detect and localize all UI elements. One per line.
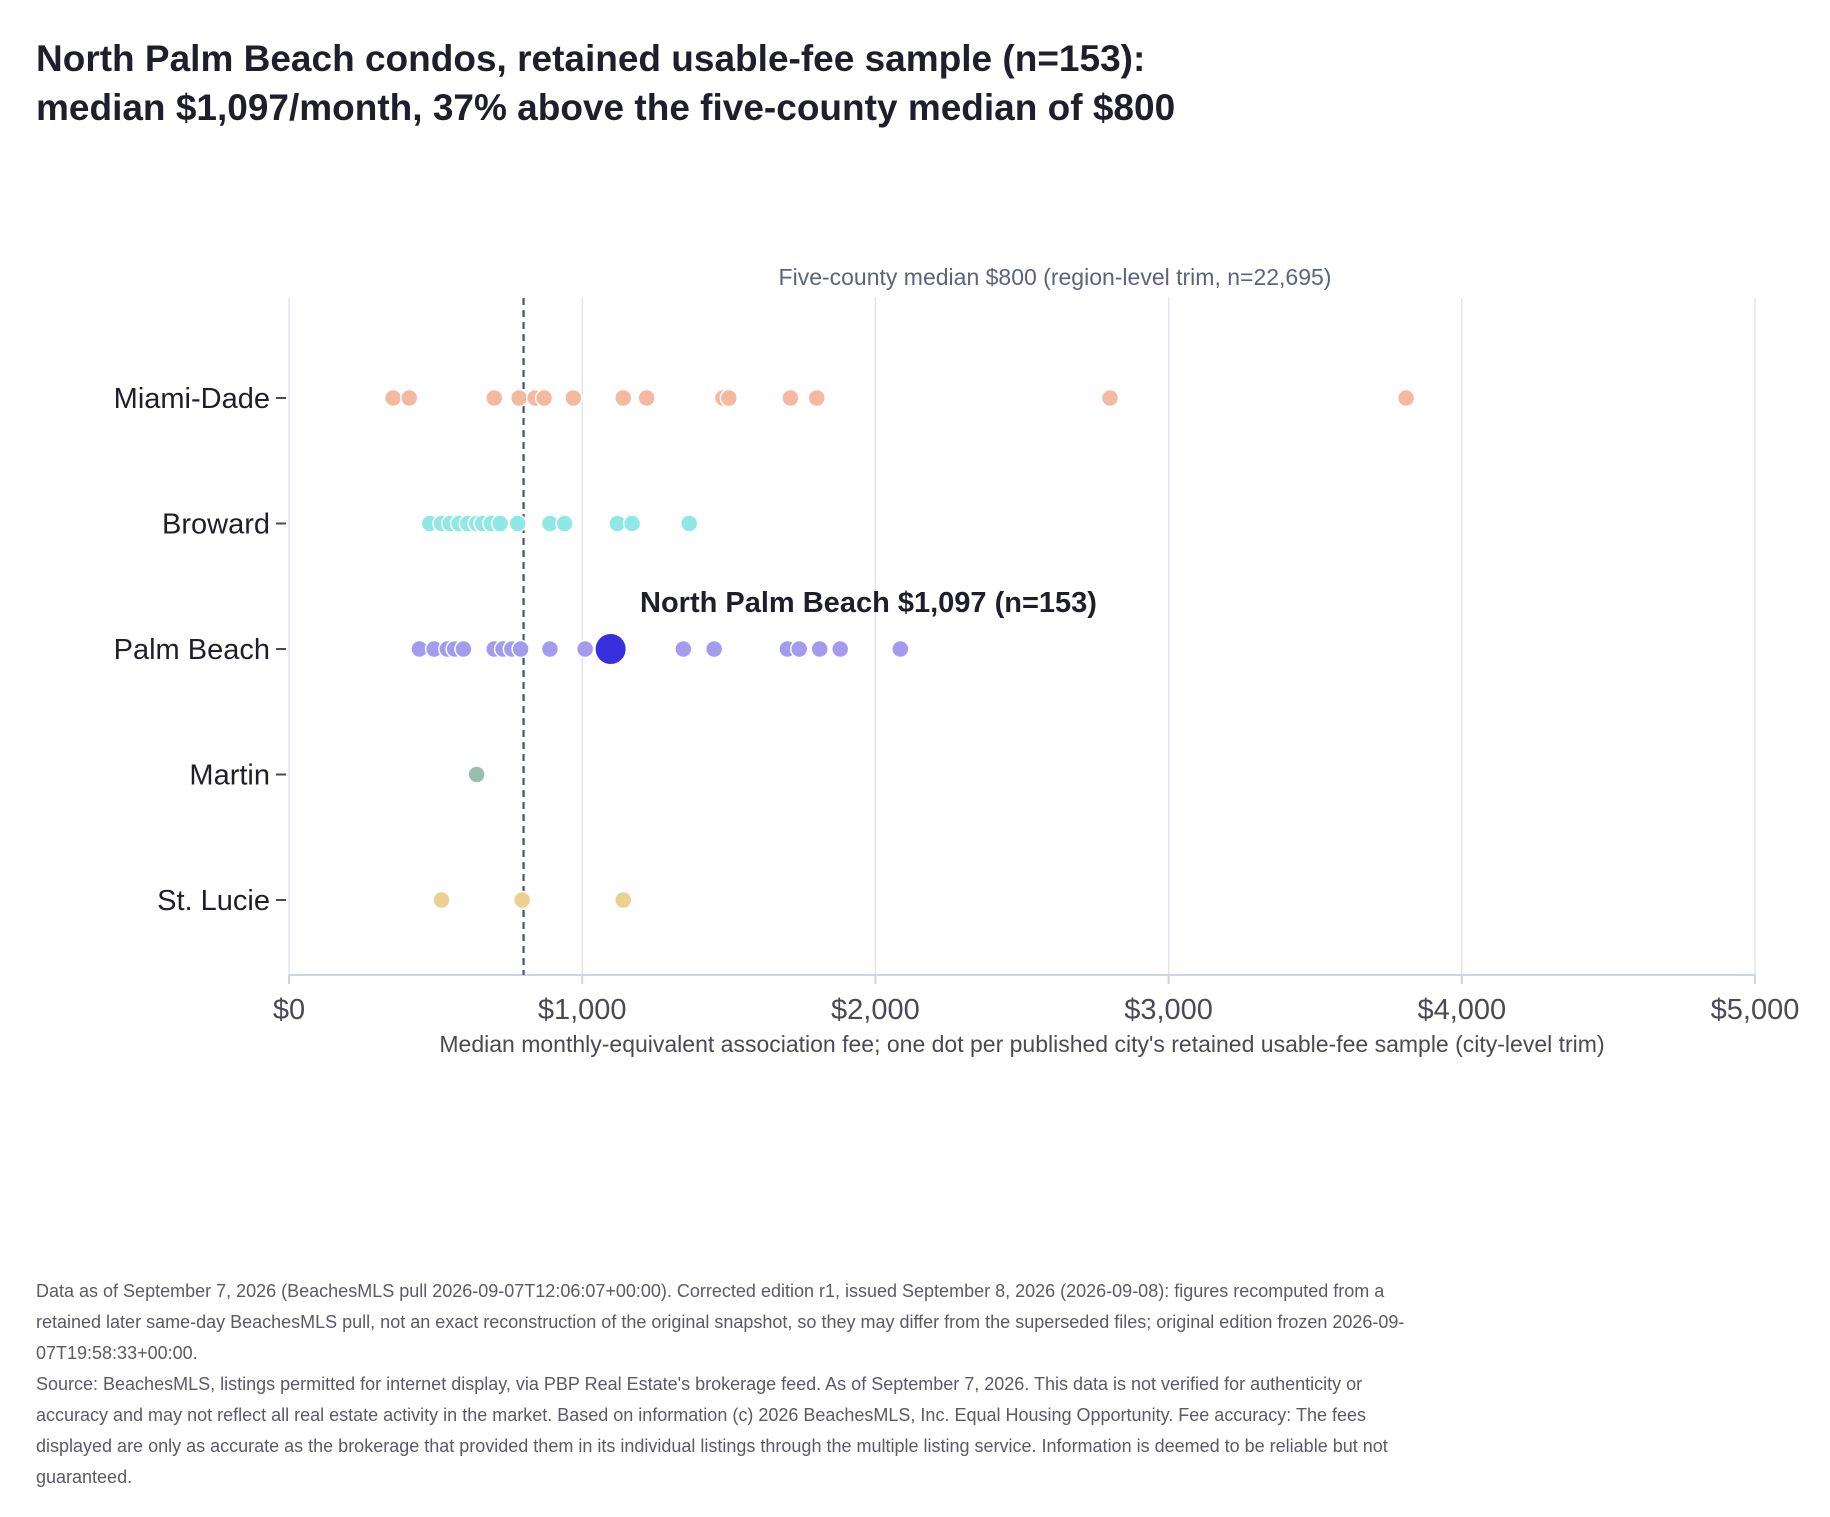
data-point — [555, 514, 574, 533]
data-point — [789, 639, 809, 659]
data-point — [613, 388, 633, 408]
data-point — [432, 890, 451, 910]
data-point — [674, 639, 693, 659]
data-point — [383, 388, 403, 408]
data-point — [613, 890, 633, 910]
chart-title: North Palm Beach condos, retained usable… — [36, 34, 1736, 132]
y-category-label: St. Lucie — [157, 885, 270, 917]
x-tick-label: $5,000 — [1711, 994, 1800, 1026]
data-point — [540, 639, 560, 659]
highlight-point — [593, 632, 628, 666]
x-tick-label: $1,000 — [538, 994, 627, 1026]
x-tick-label: $3,000 — [1124, 994, 1213, 1026]
data-point — [508, 514, 527, 533]
data-point — [575, 639, 595, 659]
data-point — [719, 388, 739, 408]
data-point — [1396, 388, 1416, 408]
x-tick-label: $4,000 — [1417, 994, 1506, 1026]
data-point — [704, 639, 724, 659]
y-category-label: Martin — [189, 760, 270, 792]
data-point — [484, 388, 504, 408]
y-category-label: Miami-Dade — [114, 383, 270, 415]
footer-notes: Data as of September 7, 2026 (BeachesMLS… — [36, 1276, 1416, 1493]
strip-chart: $0 $1,000 $2,000 $3,000 $4,000 $5,000 Median m… — [114, 264, 1800, 1057]
data-point — [810, 639, 829, 659]
gridlines — [288, 298, 1756, 975]
data-note: Data as of September 7, 2026 (BeachesMLS… — [36, 1281, 1405, 1363]
source-note: Source: BeachesMLS, listings permitted f… — [36, 1374, 1388, 1487]
data-point — [512, 890, 532, 910]
data-point — [509, 388, 529, 408]
data-point — [781, 388, 800, 408]
data-points — [383, 388, 1416, 910]
y-category-label: Broward — [162, 509, 270, 541]
data-point — [830, 639, 850, 659]
chart-title-line-1: North Palm Beach condos, retained usable… — [36, 38, 1146, 79]
data-point — [399, 388, 419, 408]
data-point — [1100, 388, 1120, 408]
chart-title-line-2: median $1,097/month, 37% above the five-… — [36, 87, 1176, 128]
data-point — [454, 639, 473, 659]
data-point — [564, 388, 583, 408]
data-point — [679, 514, 699, 533]
annotations: North Palm Beach $1,097 (n=153) — [640, 587, 1097, 619]
data-point — [891, 639, 910, 659]
data-point — [807, 388, 827, 408]
data-point — [622, 514, 642, 533]
x-axis-title: Median monthly-equivalent association fe… — [439, 1031, 1604, 1057]
x-tick-label: $0 — [273, 994, 305, 1026]
highlight-label: North Palm Beach $1,097 (n=153) — [640, 587, 1097, 619]
reference-line-group: Five-county median $800 (region-level tr… — [522, 264, 1332, 975]
axes: $0 $1,000 $2,000 $3,000 $4,000 $5,000 Median m… — [114, 383, 1800, 1057]
x-tick-label: $2,000 — [831, 994, 920, 1026]
median-reference-label: Five-county median $800 (region-level tr… — [779, 264, 1332, 290]
data-point — [534, 388, 554, 408]
data-point — [490, 514, 510, 533]
y-category-label: Palm Beach — [114, 634, 270, 666]
data-point — [467, 765, 486, 784]
data-point — [637, 388, 656, 408]
data-point — [511, 639, 530, 659]
